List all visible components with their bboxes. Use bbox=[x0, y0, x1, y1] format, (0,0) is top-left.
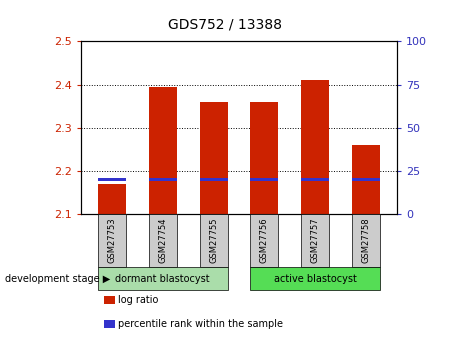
Bar bbox=[98, 184, 126, 214]
Text: log ratio: log ratio bbox=[118, 295, 159, 305]
Bar bbox=[250, 102, 278, 214]
Bar bbox=[199, 102, 228, 214]
Bar bbox=[301, 80, 329, 214]
Text: GSM27756: GSM27756 bbox=[260, 218, 269, 264]
Bar bbox=[301, 177, 329, 181]
Text: GSM27754: GSM27754 bbox=[158, 218, 167, 263]
Bar bbox=[250, 177, 278, 181]
Bar bbox=[149, 177, 177, 181]
Text: GSM27753: GSM27753 bbox=[107, 218, 116, 264]
Bar bbox=[352, 145, 380, 214]
Text: percentile rank within the sample: percentile rank within the sample bbox=[118, 319, 283, 329]
Text: development stage ▶: development stage ▶ bbox=[5, 274, 110, 284]
Text: GDS752 / 13388: GDS752 / 13388 bbox=[169, 17, 282, 31]
Text: dormant blastocyst: dormant blastocyst bbox=[115, 274, 210, 284]
Text: GSM27758: GSM27758 bbox=[362, 218, 371, 264]
Bar bbox=[98, 177, 126, 181]
Bar bbox=[149, 87, 177, 214]
Bar bbox=[352, 177, 380, 181]
Text: active blastocyst: active blastocyst bbox=[274, 274, 357, 284]
Text: GSM27755: GSM27755 bbox=[209, 218, 218, 263]
Bar bbox=[199, 177, 228, 181]
Text: GSM27757: GSM27757 bbox=[311, 218, 320, 264]
